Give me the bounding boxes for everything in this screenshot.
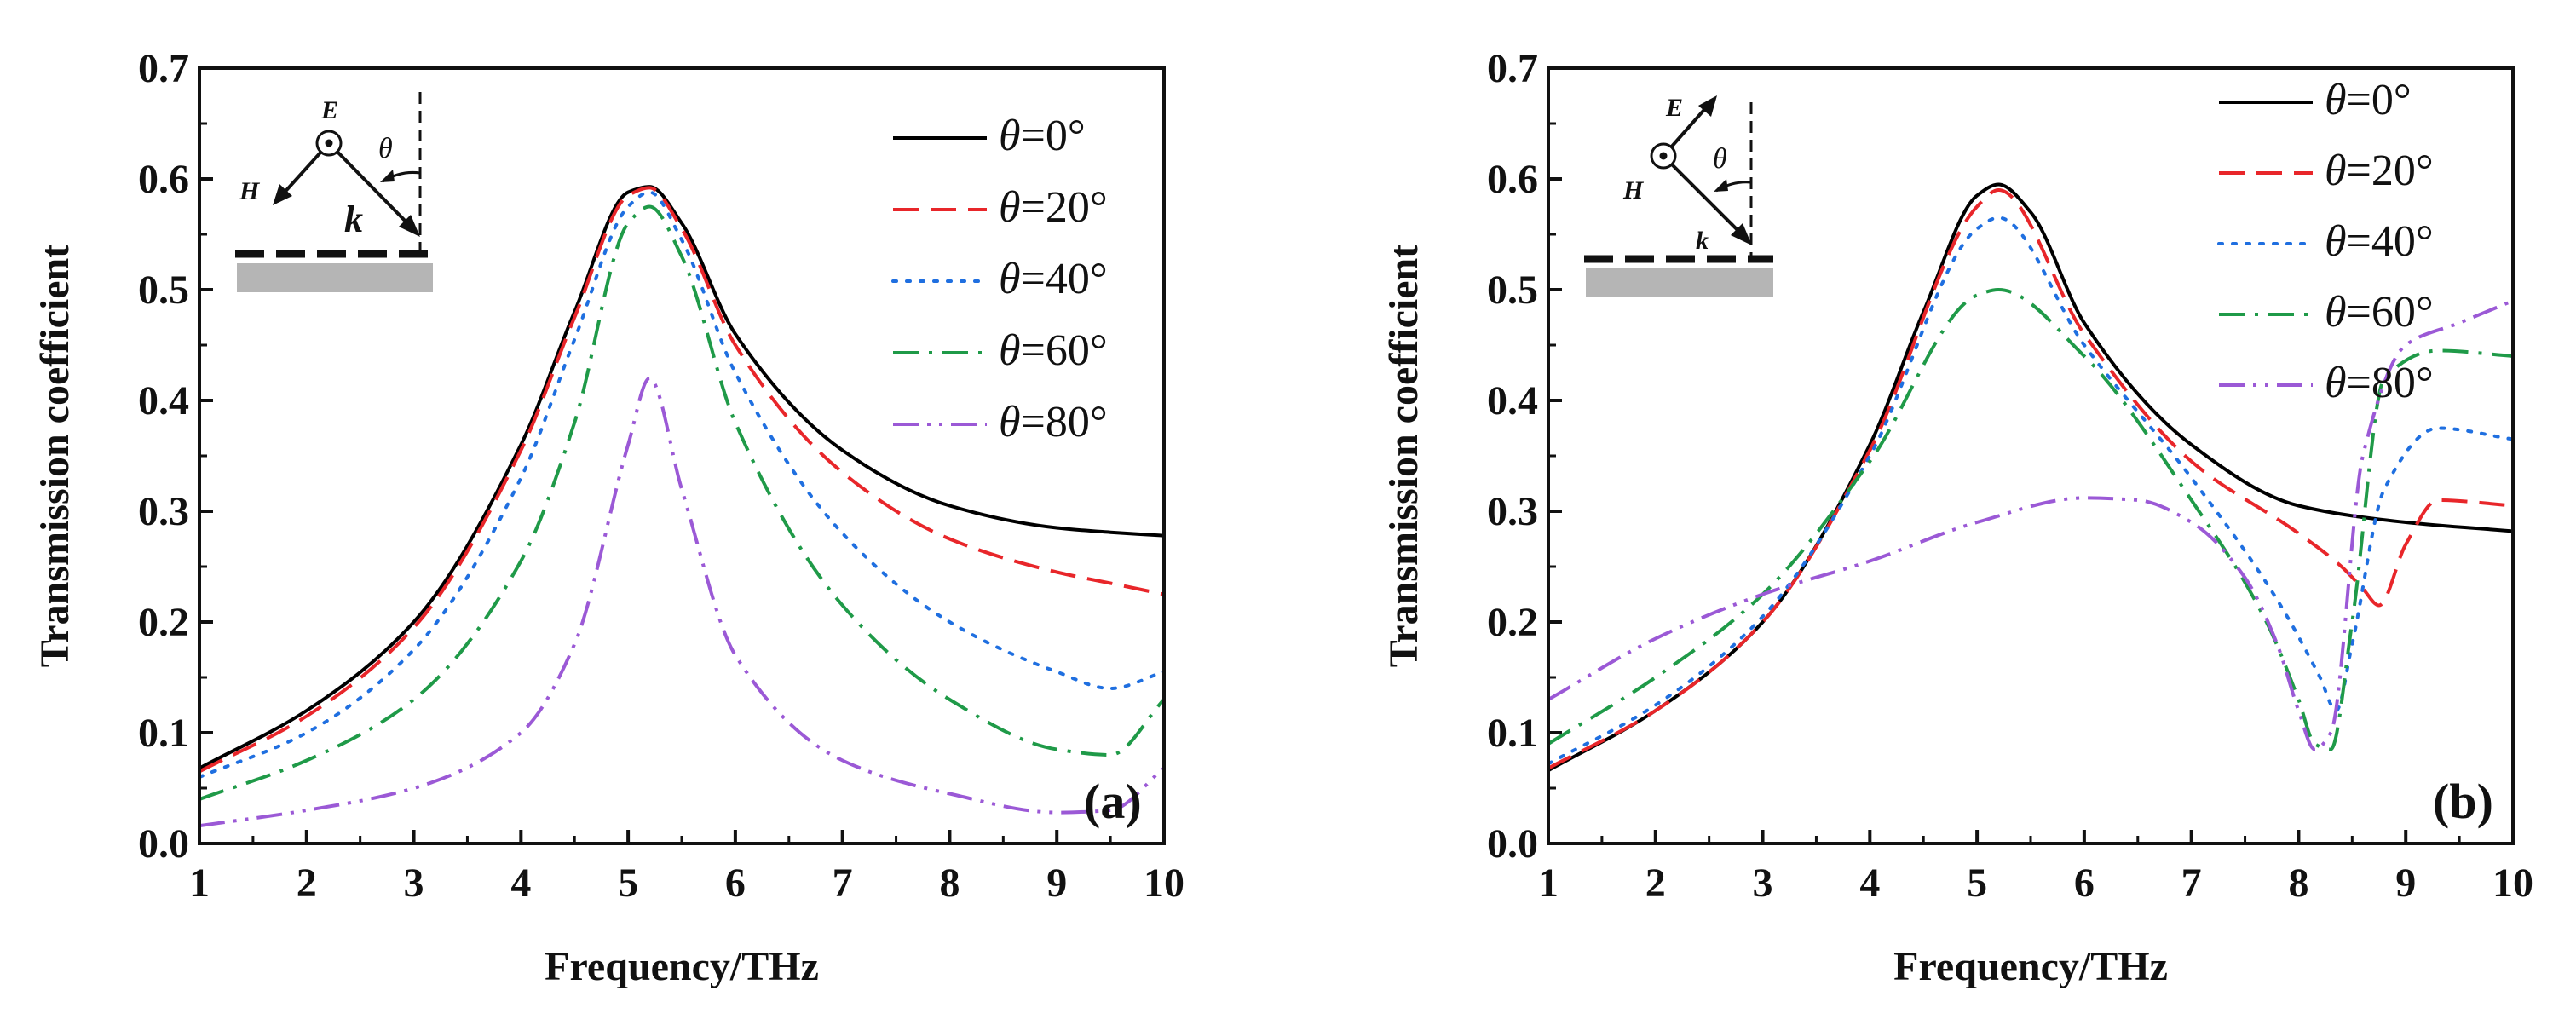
panel-a-inset-k-arrow (327, 141, 414, 230)
panel-a-ytick-label: 0.2 (138, 600, 189, 645)
panel-a-inset-label-e: E (320, 96, 338, 124)
panel-b-series-3-line (1548, 287, 2513, 751)
panel-b-ytick-label: 0.4 (1487, 378, 1538, 423)
panel-b-inset-e-arrowhead (1698, 95, 1717, 117)
panel-b-inset-angle-arrowhead (1714, 179, 1728, 192)
panel-b-legend-label-3: θ=60° (2325, 288, 2434, 337)
panel-b-inset-k-arrowhead (1731, 223, 1752, 245)
panel-b-ticks (1547, 66, 2515, 845)
panel-a-xtick-label: 2 (297, 861, 317, 906)
panel-b-xtick-label: 8 (2288, 861, 2308, 906)
panel-a: 1 2 3 4 5 6 7 8 9 10 0.0 0.1 0.2 0.3 0.4 0.5 0.6 0.7 Fre… (32, 46, 1184, 989)
panel-b-xtick-labels: 1 2 3 4 5 6 7 8 9 10 (1538, 861, 2533, 906)
panel-a-inset-label-h: H (239, 177, 261, 205)
panel-b-series-0-line (1548, 182, 2513, 772)
panel-b-xtick-label: 6 (2074, 861, 2095, 906)
panel-b-inset-label-k: k (1696, 227, 1709, 255)
panel-a-xtick-label: 4 (510, 861, 531, 906)
panel-a-inset-substrate (237, 263, 433, 292)
panel-a-curves (199, 185, 1164, 828)
panel-b-ytick-label: 0.5 (1487, 268, 1538, 313)
panel-a-legend: θ=0° θ=20° θ=40° θ=60° θ=80° (891, 112, 1108, 446)
panel-a-y-axis-title: Transmission coefficient (32, 245, 78, 667)
panel-a-inset-e-dot (325, 139, 333, 147)
panel-b-series-4-line (1548, 299, 2513, 751)
panel-a-xtick-label: 3 (404, 861, 424, 906)
panel-a-legend-label-3: θ=60° (999, 326, 1108, 375)
panel-b-inset-h-dot (1659, 152, 1668, 160)
panel-b-ytick-label: 0.1 (1487, 711, 1538, 756)
panel-b: 1 2 3 4 5 6 7 8 9 10 0.0 0.1 0.2 0.3 0.4 0.5 0.6 0.7 Fre… (1381, 46, 2533, 989)
panel-b-inset-label-h: H (1622, 176, 1645, 204)
panel-a-legend-label-0: θ=0° (999, 112, 1086, 160)
panel-b-ytick-labels: 0.0 0.1 0.2 0.3 0.4 0.5 0.6 0.7 (1487, 46, 1538, 867)
panel-b-series-1-line (1548, 187, 2513, 770)
panel-a-inset-k-arrowhead (399, 215, 420, 237)
panel-b-x-axis-title: Frequency/THz (1893, 944, 2168, 989)
panel-a-series-1-line (199, 186, 1164, 774)
panel-b-legend-label-0: θ=0° (2325, 76, 2412, 124)
panel-a-xtick-label: 7 (833, 861, 853, 906)
panel-a-ytick-label: 0.6 (138, 157, 189, 202)
panel-b-ytick-label: 0.7 (1487, 46, 1538, 91)
panel-a-ytick-label: 0.7 (138, 46, 189, 91)
panel-b-inset-label-theta: θ (1713, 143, 1727, 175)
panel-a-ytick-label: 0.5 (138, 268, 189, 313)
panel-a-xtick-label: 1 (189, 861, 210, 906)
panel-a-inset-label-k: k (344, 199, 363, 240)
panel-b-inset-substrate (1586, 268, 1773, 297)
panel-b-legend-label-2: θ=40° (2325, 217, 2434, 266)
panel-a-ytick-label: 0.1 (138, 711, 189, 756)
panel-b-xtick-label: 1 (1538, 861, 1559, 906)
panel-b-ytick-label: 0.2 (1487, 600, 1538, 645)
panel-a-xtick-label: 9 (1046, 861, 1067, 906)
panel-b-curves (1548, 182, 2513, 772)
panel-b-inset-label-e: E (1665, 94, 1683, 122)
panel-a-ticks (198, 66, 1166, 845)
panel-a-x-axis-title: Frequency/THz (545, 944, 819, 989)
panel-a-xtick-label: 8 (939, 861, 960, 906)
panel-a-inset-angle-arrowhead (380, 170, 395, 182)
panel-a-ytick-label: 0.0 (138, 821, 189, 867)
panel-b-ytick-label: 0.0 (1487, 821, 1538, 867)
panel-a-xtick-label: 5 (618, 861, 638, 906)
panel-b-legend-label-1: θ=20° (2325, 147, 2434, 195)
panel-a-series-3-line (199, 204, 1164, 801)
panel-a-inset-diagram: E H k θ (235, 92, 433, 292)
panel-b-legend-label-4: θ=80° (2325, 359, 2434, 407)
panel-b-inset-k-arrow (1662, 154, 1746, 239)
panel-b-label: (b) (2433, 774, 2493, 829)
panel-b-xtick-label: 7 (2181, 861, 2202, 906)
panel-a-legend-label-2: θ=40° (999, 255, 1108, 303)
panel-b-ytick-label: 0.3 (1487, 489, 1538, 534)
panel-a-ytick-labels: 0.0 0.1 0.2 0.3 0.4 0.5 0.6 0.7 (138, 46, 189, 867)
panel-a-legend-label-4: θ=80° (999, 398, 1108, 446)
panel-b-xtick-label: 3 (1753, 861, 1773, 906)
panel-b-xtick-label: 9 (2395, 861, 2416, 906)
panel-b-legend: θ=0° θ=20° θ=40° θ=60° θ=80° (2217, 76, 2434, 407)
panel-a-ytick-label: 0.3 (138, 489, 189, 534)
panel-a-legend-label-1: θ=20° (999, 183, 1108, 232)
panel-a-series-4-line (199, 376, 1164, 828)
panel-b-xtick-label: 4 (1859, 861, 1880, 906)
panel-b-xtick-label: 10 (2492, 861, 2533, 906)
panel-b-xtick-label: 2 (1645, 861, 1666, 906)
panel-a-label: (a) (1084, 774, 1142, 829)
panel-b-inset-diagram: E H k θ (1584, 94, 1773, 297)
panel-a-xtick-label: 6 (725, 861, 746, 906)
panel-a-xtick-labels: 1 2 3 4 5 6 7 8 9 10 (189, 861, 1184, 906)
panel-a-ytick-label: 0.4 (138, 378, 189, 423)
panel-a-xtick-label: 10 (1144, 861, 1184, 906)
panel-a-inset-label-theta: θ (378, 133, 393, 164)
panel-b-ytick-label: 0.6 (1487, 157, 1538, 202)
panel-a-series-2-line (199, 190, 1164, 779)
panel-b-xtick-label: 5 (1967, 861, 1987, 906)
panel-a-inset-h-arrowhead (273, 184, 292, 205)
panel-b-y-axis-title: Transmission coefficient (1381, 245, 1426, 667)
